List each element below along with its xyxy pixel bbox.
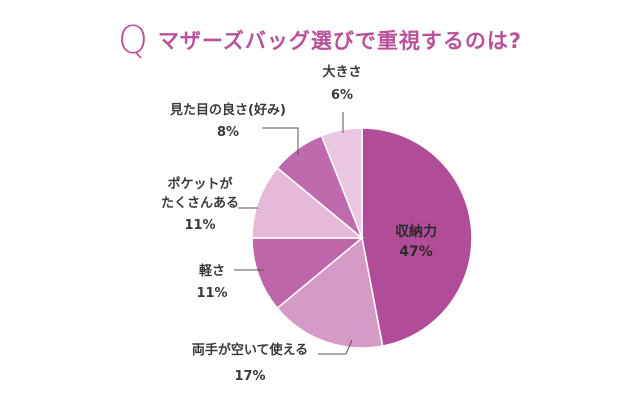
pie-slice bbox=[320, 127, 363, 239]
pie-slice bbox=[251, 237, 365, 310]
slice-category-label: 収納力 bbox=[395, 223, 437, 240]
slice-category-label: たくさんある bbox=[161, 196, 239, 211]
question-title: マザーズバッグ選びで重視するのは? bbox=[157, 29, 523, 53]
slice-category-label: 軽さ bbox=[199, 263, 225, 279]
slice-category-label: 見た目の良さ(好み) bbox=[169, 102, 286, 118]
q-mark: Q bbox=[117, 18, 148, 62]
pie-slice bbox=[276, 236, 384, 349]
title-row: Q マザーズバッグ選びで重視するのは? bbox=[0, 16, 640, 64]
pie-slice bbox=[361, 127, 473, 347]
leader-line bbox=[262, 127, 299, 155]
slice-percent-label: 11% bbox=[196, 286, 227, 301]
slice-category-label: ポケットが bbox=[167, 176, 232, 192]
slice-category-label: 両手が空いて使える bbox=[192, 342, 308, 358]
slice-percent-label: 6% bbox=[331, 88, 353, 103]
leader-lines bbox=[234, 112, 353, 355]
slice-percent-label: 47% bbox=[399, 244, 433, 260]
slice-percent-label: 11% bbox=[184, 218, 215, 233]
leader-line bbox=[318, 339, 353, 355]
slice-percent-label: 17% bbox=[234, 369, 265, 384]
pie-slices bbox=[251, 127, 473, 349]
pie-slice bbox=[251, 166, 365, 239]
slice-percent-label: 8% bbox=[217, 125, 239, 140]
slice-category-label: 大きさ bbox=[322, 64, 361, 80]
